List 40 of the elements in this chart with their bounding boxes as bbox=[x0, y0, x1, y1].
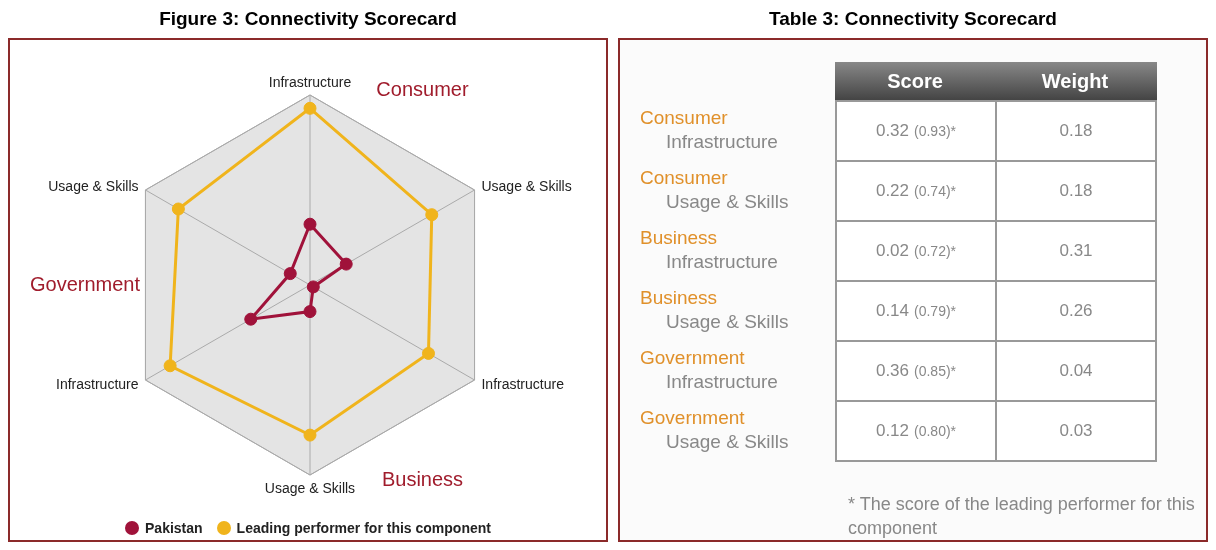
text: Business bbox=[381, 467, 464, 490]
data-label: 0.31 bbox=[1059, 241, 1093, 261]
text: * The score of the leading performer for this component bbox=[848, 493, 1196, 540]
spoke-label: Infrastructure bbox=[268, 74, 352, 90]
chart-title: Figure 3: Connectivity Scorecard bbox=[158, 8, 458, 31]
data-label: (0.79)* bbox=[914, 303, 957, 319]
text: Consumer bbox=[375, 78, 470, 102]
series-label: Weight bbox=[1040, 69, 1110, 94]
data-label: 0.36 bbox=[875, 361, 910, 381]
data-label: (0.72)* bbox=[914, 243, 957, 259]
data-label: 0.32 bbox=[875, 121, 910, 141]
data-label: (0.74)* bbox=[914, 183, 957, 199]
data-label: 0.18 bbox=[1059, 181, 1093, 201]
text: Table 3: Connectivity Scorecard bbox=[768, 8, 1058, 31]
category-label: Government Usage & Skills bbox=[640, 406, 790, 454]
spoke-label: Usage & Skills bbox=[481, 177, 572, 194]
data-label: (0.93)* bbox=[914, 123, 957, 139]
spoke-label: Infrastructure bbox=[481, 375, 565, 392]
data-label: 0.14 bbox=[875, 301, 910, 321]
text: Government bbox=[28, 273, 142, 296]
data-label: 0.26 bbox=[1059, 301, 1093, 321]
spoke-label: Usage & Skills bbox=[48, 177, 139, 194]
spoke-label: Infrastructure bbox=[56, 375, 139, 392]
category-label: Consumer Usage & Skills bbox=[640, 166, 790, 214]
data-label: 0.12 bbox=[875, 421, 910, 441]
data-label: (0.85)* bbox=[914, 363, 957, 379]
data-label: 0.03 bbox=[1059, 421, 1093, 441]
data-label: (0.80)* bbox=[914, 423, 957, 439]
category-label: Business Infrastructure bbox=[640, 226, 779, 274]
category-label: Business Usage & Skills bbox=[640, 286, 790, 334]
legend-label: Leading performer for this component bbox=[235, 520, 491, 536]
legend-label: Pakistan bbox=[144, 520, 203, 536]
data-label: 0.04 bbox=[1059, 361, 1093, 381]
category-label: Government Infrastructure bbox=[640, 346, 779, 394]
data-label: 0.18 bbox=[1059, 121, 1093, 141]
category-label: Consumer Infrastructure bbox=[640, 106, 779, 154]
data-label: 0.22 bbox=[875, 181, 910, 201]
series-label: Score bbox=[886, 69, 944, 94]
data-label: 0.02 bbox=[875, 241, 910, 261]
spoke-label: Usage & Skills bbox=[264, 479, 356, 496]
